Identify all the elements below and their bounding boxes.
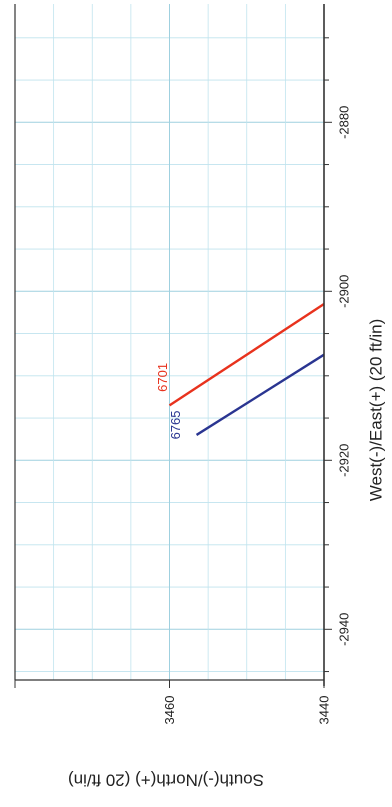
series-line-6765 xyxy=(195,353,325,436)
x-axis-label: West(-)/East(+) (20 ft/in) xyxy=(367,319,386,501)
y-axis-label: South(-)/North(+) (20 ft/in) xyxy=(68,771,264,790)
series-line-6701 xyxy=(168,302,325,407)
series-label-6701: 6701 xyxy=(155,363,170,392)
grid xyxy=(14,4,325,680)
x-tick-label: -2940 xyxy=(337,613,352,646)
x-tick-label: -2920 xyxy=(337,444,352,477)
x-tick-label: -2900 xyxy=(337,275,352,308)
ticks: -2880 -2900 -2920 -2940 3460 3440 xyxy=(14,37,352,725)
x-tick-label: -2880 xyxy=(337,106,352,139)
series-layer: 6701 6765 xyxy=(155,302,325,439)
series-label-6765: 6765 xyxy=(168,410,183,439)
y-tick-label: 3440 xyxy=(317,696,332,725)
y-tick-label: 3460 xyxy=(162,696,177,725)
